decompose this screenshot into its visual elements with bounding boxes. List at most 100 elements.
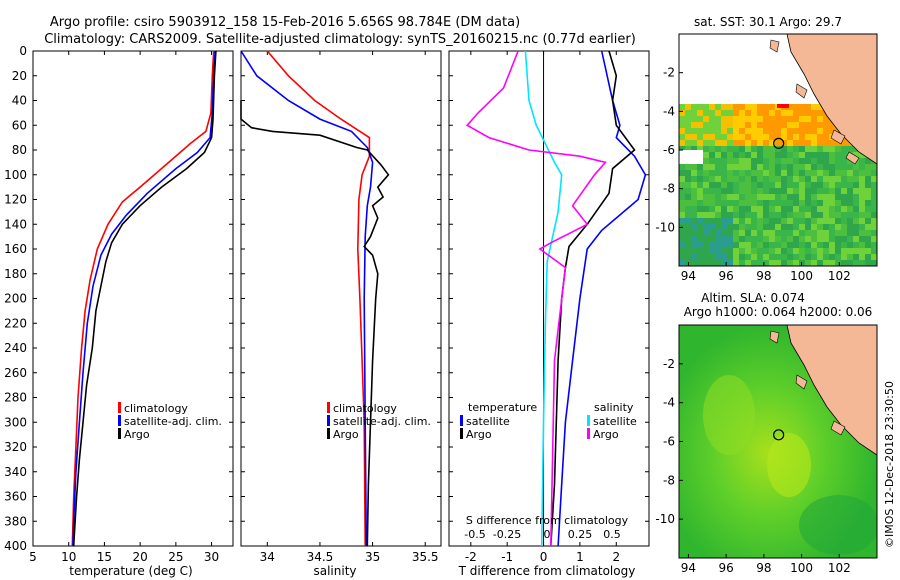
sst-cell	[799, 116, 805, 122]
sst-cell	[781, 134, 787, 140]
sst-cell	[781, 158, 787, 164]
legend-salinity-title: salinity	[594, 401, 634, 414]
sst-cell	[715, 164, 721, 170]
sst-cell	[745, 242, 751, 248]
sst-cell	[823, 194, 829, 200]
sst-cell	[871, 188, 877, 194]
sst-cell	[787, 200, 793, 206]
sst-cell	[841, 164, 847, 170]
sst-cell	[847, 194, 853, 200]
sst-cell	[799, 158, 805, 164]
sst-cell	[727, 146, 733, 152]
sst-cell	[769, 248, 775, 254]
sst-cell	[745, 128, 751, 134]
sst-cell	[745, 200, 751, 206]
sst-cell	[715, 134, 721, 140]
sst-cell	[727, 224, 733, 230]
sst-cell	[739, 230, 745, 236]
sst-cell	[757, 122, 763, 128]
sst-cell	[679, 146, 685, 152]
header-line2: Climatology: CARS2009. Satellite-adjuste…	[44, 32, 636, 47]
sst-cell	[775, 158, 781, 164]
sst-cell	[745, 230, 751, 236]
sst-cell	[691, 194, 697, 200]
sst-cell	[715, 230, 721, 236]
sst-cell	[685, 254, 691, 260]
sst-cell	[781, 260, 787, 266]
sst-cell	[865, 176, 871, 182]
sst-cell	[745, 188, 751, 194]
sst-cell	[727, 230, 733, 236]
sst-cell	[703, 152, 709, 158]
sst-cell	[691, 260, 697, 266]
sst-cell	[787, 194, 793, 200]
sst-cell	[799, 242, 805, 248]
sst-cell	[859, 248, 865, 254]
sst-cell	[769, 194, 775, 200]
sst-cell	[811, 254, 817, 260]
temperature-xlabel: temperature (deg C)	[69, 564, 192, 578]
sla-low-anomaly	[799, 495, 877, 555]
sst-cell	[703, 146, 709, 152]
sst-cell	[709, 236, 715, 242]
sst-cell	[799, 104, 805, 110]
island-shape	[845, 151, 860, 165]
x-tick-label: 35	[365, 550, 380, 564]
sst-cell	[691, 164, 697, 170]
sst-cell	[691, 134, 697, 140]
sst-cell	[751, 116, 757, 122]
legend-argo: Argo	[333, 428, 359, 441]
sla-map-title1: Altim. SLA: 0.074	[701, 291, 805, 305]
sst-cell	[745, 164, 751, 170]
sst-cell	[703, 116, 709, 122]
sst-cell	[769, 230, 775, 236]
sst-cell	[799, 230, 805, 236]
sst-cell	[859, 170, 865, 176]
sst-cell	[805, 248, 811, 254]
sst-cell	[763, 254, 769, 260]
sst-cell	[727, 206, 733, 212]
sst-cell	[817, 140, 823, 146]
sst-cell	[685, 176, 691, 182]
sst-cell	[805, 170, 811, 176]
sst-cell	[799, 206, 805, 212]
sst-cell	[787, 158, 793, 164]
sst-cell	[787, 260, 793, 266]
salinity-xlabel: salinity	[313, 564, 356, 578]
sst-cell	[697, 182, 703, 188]
sst-cell	[745, 236, 751, 242]
sst-cell	[745, 146, 751, 152]
sst-cell	[775, 188, 781, 194]
sst-cell	[703, 218, 709, 224]
sst-cell	[841, 260, 847, 266]
difference-panel: -2 -1 0 1 2 -0.5 -0.25 0 0.25 0.5	[448, 50, 650, 564]
sst-cell	[811, 134, 817, 140]
sst-cell	[715, 224, 721, 230]
sst-cell	[739, 206, 745, 212]
sst-cell	[847, 254, 853, 260]
depth-tick-label: 120	[4, 193, 27, 207]
sst-cell	[871, 170, 877, 176]
sst-cell	[793, 116, 799, 122]
sst-cell	[751, 146, 757, 152]
sst-cell	[721, 254, 727, 260]
sst-cell	[733, 194, 739, 200]
sst-cell	[817, 110, 823, 116]
sst-cell	[763, 158, 769, 164]
sst-cell	[763, 218, 769, 224]
sst-cell	[775, 110, 781, 116]
sst-cell	[745, 182, 751, 188]
legend-swatch-argo	[327, 428, 330, 439]
sst-cell	[739, 176, 745, 182]
credit-text: ©IMOS 12-Dec-2018 23:30:50	[883, 381, 896, 548]
island-shape	[795, 83, 808, 99]
sst-cell	[817, 206, 823, 212]
sst-cell	[703, 134, 709, 140]
sst-cell	[823, 230, 829, 236]
sst-cell	[817, 230, 823, 236]
sst-cell	[817, 218, 823, 224]
sst-cell	[841, 170, 847, 176]
sst-cell	[769, 104, 775, 110]
legend-swatch-sat	[118, 415, 121, 426]
sst-cell	[703, 212, 709, 218]
